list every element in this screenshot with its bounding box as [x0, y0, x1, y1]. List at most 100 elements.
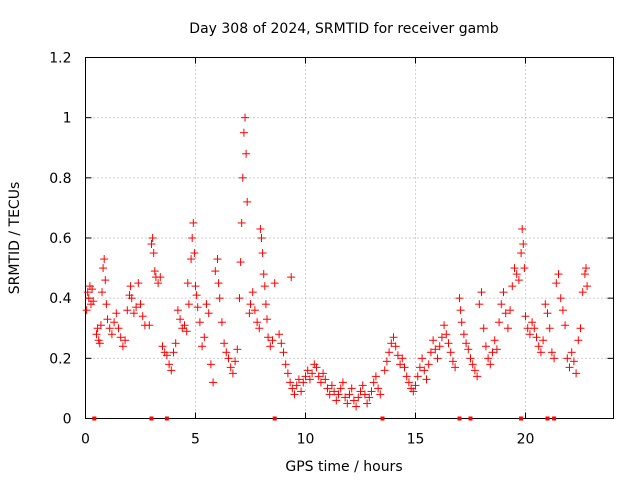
data-point [89, 297, 98, 306]
data-point [462, 339, 471, 348]
data-point [243, 197, 252, 206]
data-point [294, 375, 303, 384]
data-point [479, 324, 488, 333]
data-point [83, 288, 92, 297]
data-point [558, 306, 567, 315]
data-point [188, 234, 197, 242]
data-point [345, 390, 354, 399]
data-point [200, 333, 209, 342]
data-point [536, 348, 545, 357]
data-point [385, 348, 394, 357]
data-point [389, 333, 398, 342]
data-point [402, 372, 411, 381]
data-point [180, 321, 189, 330]
x-tick-label: 20 [517, 432, 535, 448]
data-point [236, 258, 245, 267]
data-point [242, 149, 251, 158]
data-point [336, 384, 345, 393]
data-point [187, 255, 196, 264]
data-point [259, 270, 268, 279]
data-point [256, 224, 265, 233]
data-point [176, 315, 185, 324]
data-point [222, 348, 231, 357]
data-point [209, 378, 218, 387]
data-point [400, 363, 409, 372]
data-point [349, 396, 358, 405]
data-point [572, 369, 581, 378]
data-point [100, 255, 109, 264]
data-point [279, 348, 288, 357]
data-point [413, 372, 422, 381]
data-point [360, 390, 369, 399]
x-tick-label: 5 [191, 432, 200, 448]
data-point [238, 173, 247, 182]
data-point [127, 294, 136, 303]
axis-marker [149, 416, 154, 421]
data-point [211, 267, 220, 276]
data-point [455, 294, 464, 303]
data-point [448, 357, 457, 366]
data-point [264, 333, 273, 342]
data-point [321, 375, 330, 384]
data-point [107, 330, 116, 339]
data-point [543, 309, 552, 318]
data-point [552, 279, 561, 288]
data-point [520, 264, 529, 273]
data-point [506, 306, 515, 315]
y-tick-label: 0.8 [49, 171, 71, 187]
axis-marker [272, 416, 277, 421]
data-point [213, 255, 222, 264]
data-point [539, 336, 548, 345]
data-point [92, 330, 101, 339]
data-point [171, 339, 180, 348]
data-point [356, 387, 365, 396]
data-point [116, 333, 125, 342]
data-point [261, 300, 270, 309]
data-point [545, 324, 554, 333]
chart-title: Day 308 of 2024, SRMTID for receiver gam… [189, 21, 499, 37]
data-point [456, 306, 465, 315]
data-point [583, 282, 592, 291]
data-point [239, 128, 248, 137]
data-point [183, 279, 192, 288]
data-point [473, 372, 482, 381]
data-point [138, 312, 147, 321]
data-point [96, 321, 105, 330]
data-point [308, 369, 317, 378]
data-point [352, 402, 361, 411]
data-point [237, 218, 246, 227]
data-point [363, 399, 372, 408]
axis-marker [92, 416, 97, 421]
data-point [268, 336, 277, 345]
data-point [446, 348, 455, 357]
data-point [415, 363, 424, 372]
data-point [149, 249, 158, 258]
data-point [235, 294, 244, 303]
data-point [277, 339, 286, 348]
axis-marker [164, 416, 169, 421]
data-point [576, 324, 585, 333]
axis-marker [468, 416, 473, 421]
data-point [411, 381, 420, 390]
data-points [82, 113, 592, 411]
y-tick-label: 0.2 [49, 351, 71, 367]
data-point [369, 378, 378, 387]
data-point [525, 330, 534, 339]
data-point [501, 309, 510, 318]
data-point [136, 300, 145, 309]
data-point [490, 336, 499, 345]
data-point [404, 378, 413, 387]
data-point [323, 384, 332, 393]
data-point [84, 294, 93, 303]
data-point [409, 387, 418, 396]
data-point [95, 339, 104, 348]
data-point [481, 342, 490, 351]
data-point [497, 300, 506, 309]
data-point [193, 303, 202, 312]
data-point [547, 348, 556, 357]
data-point [475, 300, 484, 309]
data-point [150, 267, 159, 276]
data-point [470, 366, 479, 375]
data-point [112, 309, 121, 318]
